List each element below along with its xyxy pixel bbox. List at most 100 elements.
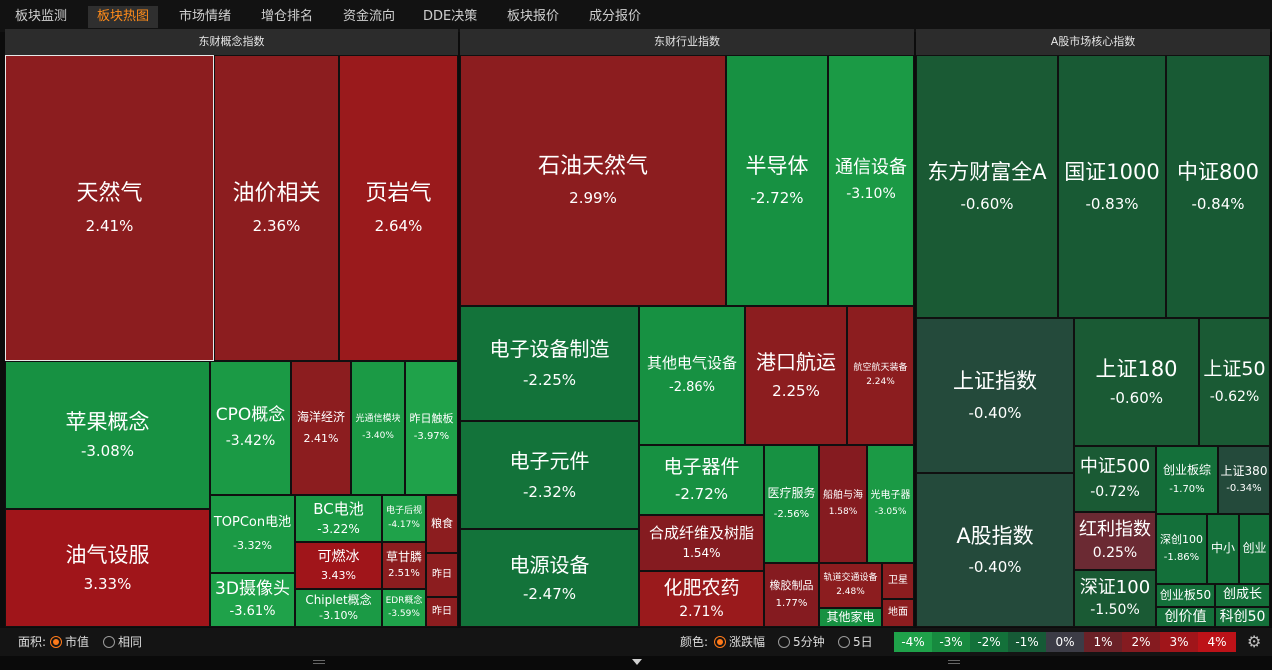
heat-tile[interactable]: 上证180 -0.60% (1074, 318, 1199, 446)
heat-tile[interactable]: 创价值 (1156, 607, 1215, 627)
heat-tile[interactable]: 东方财富全A -0.60% (916, 55, 1058, 318)
heat-tile[interactable]: 上证50 -0.62% (1199, 318, 1270, 446)
heat-tile[interactable]: 半导体 -2.72% (726, 55, 828, 306)
heat-tile[interactable]: 船舶与海 1.58% (819, 445, 867, 563)
heat-tile[interactable]: 可燃冰 3.43% (295, 542, 382, 589)
heat-tile[interactable]: 其他家电 (819, 608, 882, 627)
heat-tile[interactable]: BC电池 -3.22% (295, 495, 382, 542)
tile-name: 昨日 (432, 606, 452, 618)
heat-tile[interactable]: 深证100 -1.50% (1074, 570, 1156, 627)
heat-tile[interactable]: 石油天然气 2.99% (460, 55, 726, 306)
color-option-change[interactable]: 涨跌幅 (714, 628, 765, 656)
heat-tile[interactable]: 深创100 -1.86% (1156, 514, 1207, 584)
heat-tile[interactable]: 科创50 (1215, 607, 1270, 627)
heat-tile[interactable]: 电子设备制造 -2.25% (460, 306, 639, 421)
gear-icon[interactable]: ⚙ (1247, 632, 1262, 651)
heat-tile[interactable]: 昨日 (426, 553, 458, 597)
tile-name: 苹果概念 (65, 409, 150, 434)
heat-tile[interactable]: 创成长 (1215, 584, 1270, 607)
heat-tile[interactable]: 橡胶制品 1.77% (764, 563, 819, 627)
heat-tile[interactable]: TOPCon电池 -3.32% (210, 495, 295, 573)
heat-tile[interactable]: 轨道交通设备 2.48% (819, 563, 882, 608)
tile-name: 深证100 (1079, 576, 1151, 598)
heat-tile[interactable]: 港口航运 2.25% (745, 306, 847, 445)
tile-pct: -2.47% (522, 584, 577, 603)
tab-sector-monitor[interactable]: 板块监测 (15, 9, 68, 24)
heat-tile[interactable]: 中证800 -0.84% (1166, 55, 1270, 318)
heat-tile[interactable]: 光通信模块 -3.40% (351, 361, 405, 495)
tab-sector-quote[interactable]: 板块报价 (507, 9, 560, 24)
legend-cell: -3% (932, 632, 970, 652)
resize-grip-icon[interactable] (313, 660, 325, 664)
tile-pct: -4.17% (388, 520, 420, 531)
heat-tile[interactable]: 油价相关 2.36% (214, 55, 339, 361)
heat-tile[interactable]: 海洋经济 2.41% (291, 361, 351, 495)
heat-tile[interactable]: 创业 (1239, 514, 1270, 584)
color-label: 颜色: (680, 635, 709, 649)
area-option-equal[interactable]: 相同 (103, 628, 142, 656)
tile-name: 粮食 (431, 516, 453, 530)
heat-tile[interactable]: EDR概念 -3.59% (382, 589, 426, 627)
heat-tile[interactable]: 电子元件 -2.32% (460, 421, 639, 529)
tile-name: 昨日触板 (409, 411, 454, 425)
heat-tile[interactable]: 粮食 (426, 495, 458, 553)
heat-tile[interactable]: 电子器件 -2.72% (639, 445, 764, 515)
heat-tile[interactable]: 合成纤维及树脂 1.54% (639, 515, 764, 571)
heat-tile[interactable]: 昨日 (426, 597, 458, 627)
heat-tile[interactable]: 通信设备 -3.10% (828, 55, 914, 306)
tile-pct: -0.83% (1085, 194, 1139, 213)
heat-tile[interactable]: 地面 (882, 599, 914, 627)
heat-tile[interactable]: 航空航天装备 2.24% (847, 306, 914, 445)
heat-tile[interactable]: CPO概念 -3.42% (210, 361, 291, 495)
heat-tile[interactable]: 页岩气 2.64% (339, 55, 458, 361)
color-option-5min[interactable]: 5分钟 (778, 628, 825, 656)
heat-tile[interactable]: 油气设服 3.33% (5, 509, 210, 627)
tile-pct: -0.34% (1226, 482, 1262, 494)
heat-tile[interactable]: 昨日触板 -3.97% (405, 361, 458, 495)
tile-name: 东方财富全A (927, 160, 1047, 185)
tab-component-quote[interactable]: 成分报价 (589, 9, 642, 24)
tile-pct: -3.22% (317, 521, 360, 536)
tab-dde-decision[interactable]: DDE决策 (423, 9, 478, 24)
heat-tile[interactable]: A股指数 -0.40% (916, 473, 1074, 627)
heat-tile[interactable]: 上证指数 -0.40% (916, 318, 1074, 473)
heat-tile[interactable]: 中证500 -0.72% (1074, 446, 1156, 512)
tile-name: 创价值 (1164, 608, 1207, 625)
tile-pct: 2.24% (866, 377, 895, 388)
tab-position-ranking[interactable]: 增仓排名 (261, 9, 314, 24)
collapse-arrow-icon[interactable] (632, 659, 642, 665)
legend-cell: 2% (1122, 632, 1160, 652)
heat-tile[interactable]: 苹果概念 -3.08% (5, 361, 210, 509)
heat-tile[interactable]: 创业板50 (1156, 584, 1215, 607)
heat-tile[interactable]: 化肥农药 2.71% (639, 571, 764, 627)
heat-tile[interactable]: 草甘膦 2.51% (382, 542, 426, 589)
tile-pct: -1.70% (1169, 483, 1205, 495)
legend-cell: -4% (894, 632, 932, 652)
tile-pct: 2.99% (569, 189, 617, 208)
tab-fund-flow[interactable]: 资金流向 (343, 9, 396, 24)
tile-name: 船舶与海 (823, 489, 863, 501)
heat-tile[interactable]: 医疗服务 -2.56% (764, 445, 819, 563)
heat-tile[interactable]: 3D摄像头 -3.61% (210, 573, 295, 627)
resize-grip-icon[interactable] (948, 660, 960, 664)
heat-tile[interactable]: 天然气 2.41% (5, 55, 214, 361)
heat-tile[interactable]: 红利指数 0.25% (1074, 512, 1156, 570)
tile-pct: -0.84% (1191, 194, 1245, 213)
tab-sector-heatmap[interactable]: 板块热图 (88, 6, 159, 28)
heat-tile[interactable]: 国证1000 -0.83% (1058, 55, 1166, 318)
heat-tile[interactable]: 其他电气设备 -2.86% (639, 306, 745, 445)
tab-market-sentiment[interactable]: 市场情绪 (179, 9, 232, 24)
heat-tile[interactable]: 上证380 -0.34% (1218, 446, 1270, 514)
heat-tile[interactable]: 创业板综 -1.70% (1156, 446, 1218, 514)
tile-pct: 2.36% (252, 216, 301, 235)
heat-tile[interactable]: 卫星 (882, 563, 914, 599)
heat-tile[interactable]: 电子后视 -4.17% (382, 495, 426, 542)
heat-tile[interactable]: 电源设备 -2.47% (460, 529, 639, 627)
heat-tile[interactable]: 光电子器 -3.05% (867, 445, 914, 563)
tile-name: 通信设备 (835, 156, 907, 178)
color-option-5day[interactable]: 5日 (838, 628, 873, 656)
heat-tile[interactable]: Chiplet概念 -3.10% (295, 589, 382, 627)
tile-name: 创业板综 (1162, 463, 1211, 478)
heat-tile[interactable]: 中小 (1207, 514, 1239, 584)
area-option-market-cap[interactable]: 市值 (50, 628, 89, 656)
